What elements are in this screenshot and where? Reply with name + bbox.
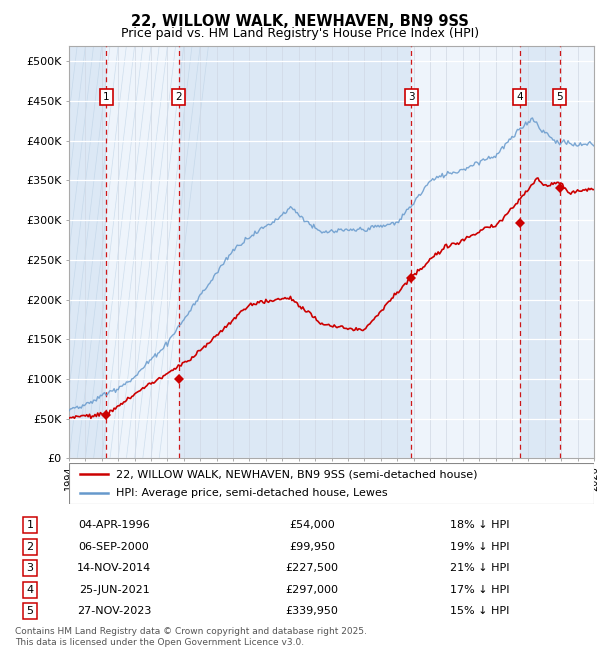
Bar: [179, 46, 412, 458]
Text: 21% ↓ HPI: 21% ↓ HPI: [450, 563, 509, 573]
Bar: [69, 46, 106, 458]
Text: 3: 3: [26, 563, 34, 573]
Bar: [412, 46, 520, 458]
Text: 1: 1: [103, 92, 110, 102]
Text: 4: 4: [26, 584, 34, 595]
Text: 04-APR-1996: 04-APR-1996: [78, 520, 150, 530]
Text: £297,000: £297,000: [286, 584, 338, 595]
Text: 25-JUN-2021: 25-JUN-2021: [79, 584, 149, 595]
Text: 22, WILLOW WALK, NEWHAVEN, BN9 9SS (semi-detached house): 22, WILLOW WALK, NEWHAVEN, BN9 9SS (semi…: [116, 469, 478, 479]
Text: 18% ↓ HPI: 18% ↓ HPI: [450, 520, 509, 530]
Bar: [520, 46, 560, 458]
Text: £339,950: £339,950: [286, 606, 338, 616]
Text: 22, WILLOW WALK, NEWHAVEN, BN9 9SS: 22, WILLOW WALK, NEWHAVEN, BN9 9SS: [131, 14, 469, 29]
Bar: [106, 46, 179, 458]
Text: 2: 2: [175, 92, 182, 102]
Text: 1: 1: [26, 520, 34, 530]
Text: 2: 2: [26, 541, 34, 552]
Text: £54,000: £54,000: [289, 520, 335, 530]
Text: 27-NOV-2023: 27-NOV-2023: [77, 606, 151, 616]
Text: £227,500: £227,500: [286, 563, 338, 573]
Text: Price paid vs. HM Land Registry's House Price Index (HPI): Price paid vs. HM Land Registry's House …: [121, 27, 479, 40]
Text: 15% ↓ HPI: 15% ↓ HPI: [450, 606, 509, 616]
Text: 4: 4: [517, 92, 523, 102]
Text: 14-NOV-2014: 14-NOV-2014: [77, 563, 151, 573]
Text: 5: 5: [26, 606, 34, 616]
Text: 5: 5: [556, 92, 563, 102]
Text: 17% ↓ HPI: 17% ↓ HPI: [450, 584, 509, 595]
Text: HPI: Average price, semi-detached house, Lewes: HPI: Average price, semi-detached house,…: [116, 488, 388, 498]
Text: £99,950: £99,950: [289, 541, 335, 552]
Text: Contains HM Land Registry data © Crown copyright and database right 2025.
This d: Contains HM Land Registry data © Crown c…: [15, 627, 367, 647]
Text: 19% ↓ HPI: 19% ↓ HPI: [450, 541, 509, 552]
Bar: [560, 46, 594, 458]
Text: 3: 3: [408, 92, 415, 102]
Text: 06-SEP-2000: 06-SEP-2000: [79, 541, 149, 552]
